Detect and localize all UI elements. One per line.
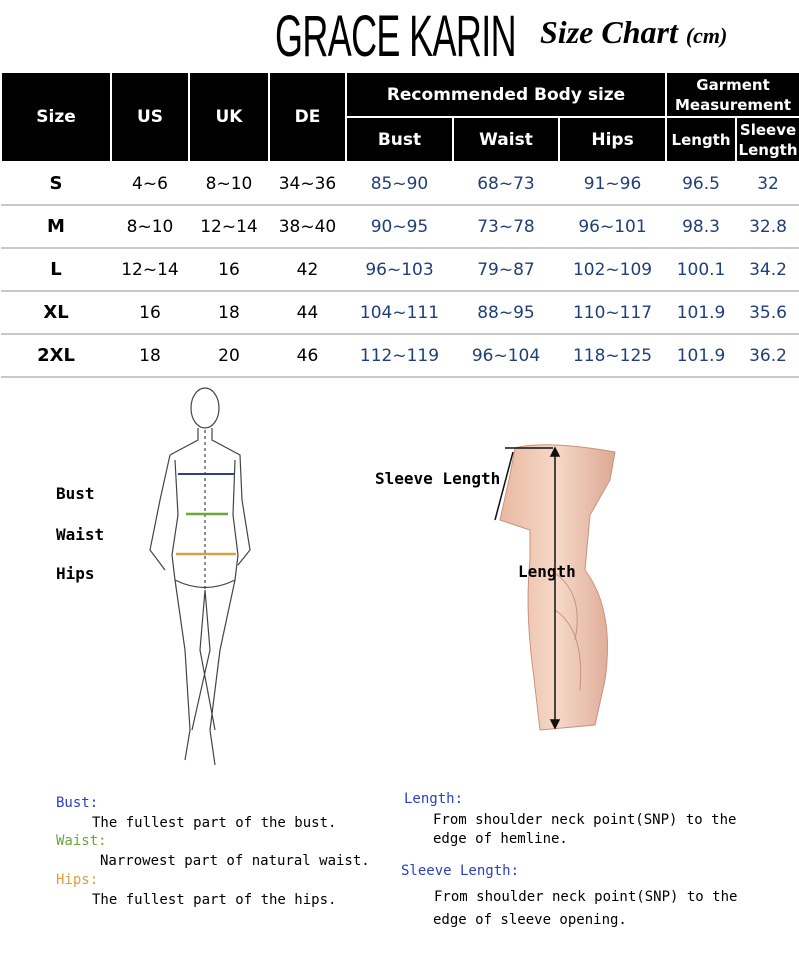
label-waist: Waist xyxy=(56,525,105,544)
header-waist: Waist xyxy=(452,116,560,163)
note-length-heading: Length: xyxy=(404,791,464,807)
cell-de: 44 xyxy=(269,291,346,335)
table-row: 2XL 18 20 46 112~119 96~104 118~125 101.9 36.2 xyxy=(1,334,799,378)
cell-length: 96.5 xyxy=(666,162,737,206)
cell-uk: 20 xyxy=(189,334,269,378)
dress-image xyxy=(494,444,616,731)
note-waist-text: Narrowest part of natural waist. xyxy=(100,853,370,869)
cell-size: 2XL xyxy=(1,334,111,378)
header-length: Length xyxy=(665,116,738,163)
header-de: DE xyxy=(268,71,347,163)
cell-uk: 12~14 xyxy=(189,205,269,249)
cell-sleeve: 36.2 xyxy=(736,334,799,378)
header-uk: UK xyxy=(188,71,270,163)
cell-waist: 68~73 xyxy=(453,162,559,206)
note-sleeve-heading: Sleeve Length: xyxy=(401,863,520,879)
cell-bust: 96~103 xyxy=(346,248,453,292)
label-hips: Hips xyxy=(56,564,95,583)
unit-text: (cm) xyxy=(685,23,728,48)
cell-sleeve: 34.2 xyxy=(736,248,799,292)
cell-length: 98.3 xyxy=(666,205,737,249)
table-row: M 8~10 12~14 38~40 90~95 73~78 96~101 98.3 32.8 xyxy=(1,205,799,249)
cell-waist: 88~95 xyxy=(453,291,559,335)
cell-uk: 8~10 xyxy=(189,162,269,206)
note-hips-heading: Hips: xyxy=(56,872,99,888)
note-length-line2: edge of hemline. xyxy=(433,831,568,847)
cell-length: 101.9 xyxy=(666,291,737,335)
cell-us: 16 xyxy=(111,291,189,335)
cell-uk: 16 xyxy=(189,248,269,292)
cell-de: 42 xyxy=(269,248,346,292)
cell-bust: 85~90 xyxy=(346,162,453,206)
header-size: Size xyxy=(0,71,112,163)
label-sleeve-length: Sleeve Length xyxy=(375,469,501,488)
label-bust: Bust xyxy=(56,484,95,503)
cell-waist: 79~87 xyxy=(453,248,559,292)
cell-hips: 110~117 xyxy=(559,291,667,335)
body-figure xyxy=(149,387,251,766)
note-bust-text: The fullest part of the bust. xyxy=(92,815,337,831)
cell-size: S xyxy=(1,162,111,206)
cell-bust: 90~95 xyxy=(346,205,453,249)
cell-de: 34~36 xyxy=(269,162,346,206)
brand-logo: GRACE KARIN xyxy=(275,4,517,69)
cell-waist: 73~78 xyxy=(453,205,559,249)
cell-bust: 112~119 xyxy=(346,334,453,378)
table-row: L 12~14 16 42 96~103 79~87 102~109 100.1 34.2 xyxy=(1,248,799,292)
header-garment-group: Garment Measurement xyxy=(665,71,799,118)
note-length-line1: From shoulder neck point(SNP) to the xyxy=(433,812,737,828)
header-us: US xyxy=(110,71,190,163)
size-table: Size US UK DE Recommended Body size Garm… xyxy=(0,71,799,378)
label-length: Length xyxy=(518,562,576,581)
cell-hips: 91~96 xyxy=(559,162,667,206)
table-row: XL 16 18 44 104~111 88~95 110~117 101.9 35.6 xyxy=(1,291,799,335)
cell-us: 18 xyxy=(111,334,189,378)
cell-waist: 96~104 xyxy=(453,334,559,378)
cell-size: M xyxy=(1,205,111,249)
note-sleeve-line1: From shoulder neck point(SNP) to the xyxy=(434,889,738,905)
cell-bust: 104~111 xyxy=(346,291,453,335)
cell-size: XL xyxy=(1,291,111,335)
cell-us: 12~14 xyxy=(111,248,189,292)
cell-hips: 102~109 xyxy=(559,248,667,292)
header-hips: Hips xyxy=(557,116,668,163)
table-row: S 4~6 8~10 34~36 85~90 68~73 91~96 96.5 32 xyxy=(1,162,799,206)
title-text: Size Chart xyxy=(540,14,678,50)
cell-uk: 18 xyxy=(189,291,269,335)
note-hips-text: The fullest part of the hips. xyxy=(92,892,337,908)
cell-sleeve: 35.6 xyxy=(736,291,799,335)
header-bust: Bust xyxy=(345,116,454,163)
cell-length: 101.9 xyxy=(666,334,737,378)
cell-us: 8~10 xyxy=(111,205,189,249)
page-title: Size Chart (cm) xyxy=(540,14,727,51)
note-waist-heading: Waist: xyxy=(56,833,107,849)
cell-size: L xyxy=(1,248,111,292)
note-sleeve-line2: edge of sleeve opening. xyxy=(433,912,627,928)
cell-hips: 118~125 xyxy=(559,334,667,378)
cell-de: 38~40 xyxy=(269,205,346,249)
header-body-group: Recommended Body size xyxy=(344,71,668,118)
cell-sleeve: 32 xyxy=(736,162,799,206)
cell-sleeve: 32.8 xyxy=(736,205,799,249)
cell-length: 100.1 xyxy=(666,248,737,292)
cell-hips: 96~101 xyxy=(559,205,667,249)
header-sleeve: Sleeve Length xyxy=(735,116,799,163)
note-bust-heading: Bust: xyxy=(56,795,99,811)
cell-us: 4~6 xyxy=(111,162,189,206)
cell-de: 46 xyxy=(269,334,346,378)
